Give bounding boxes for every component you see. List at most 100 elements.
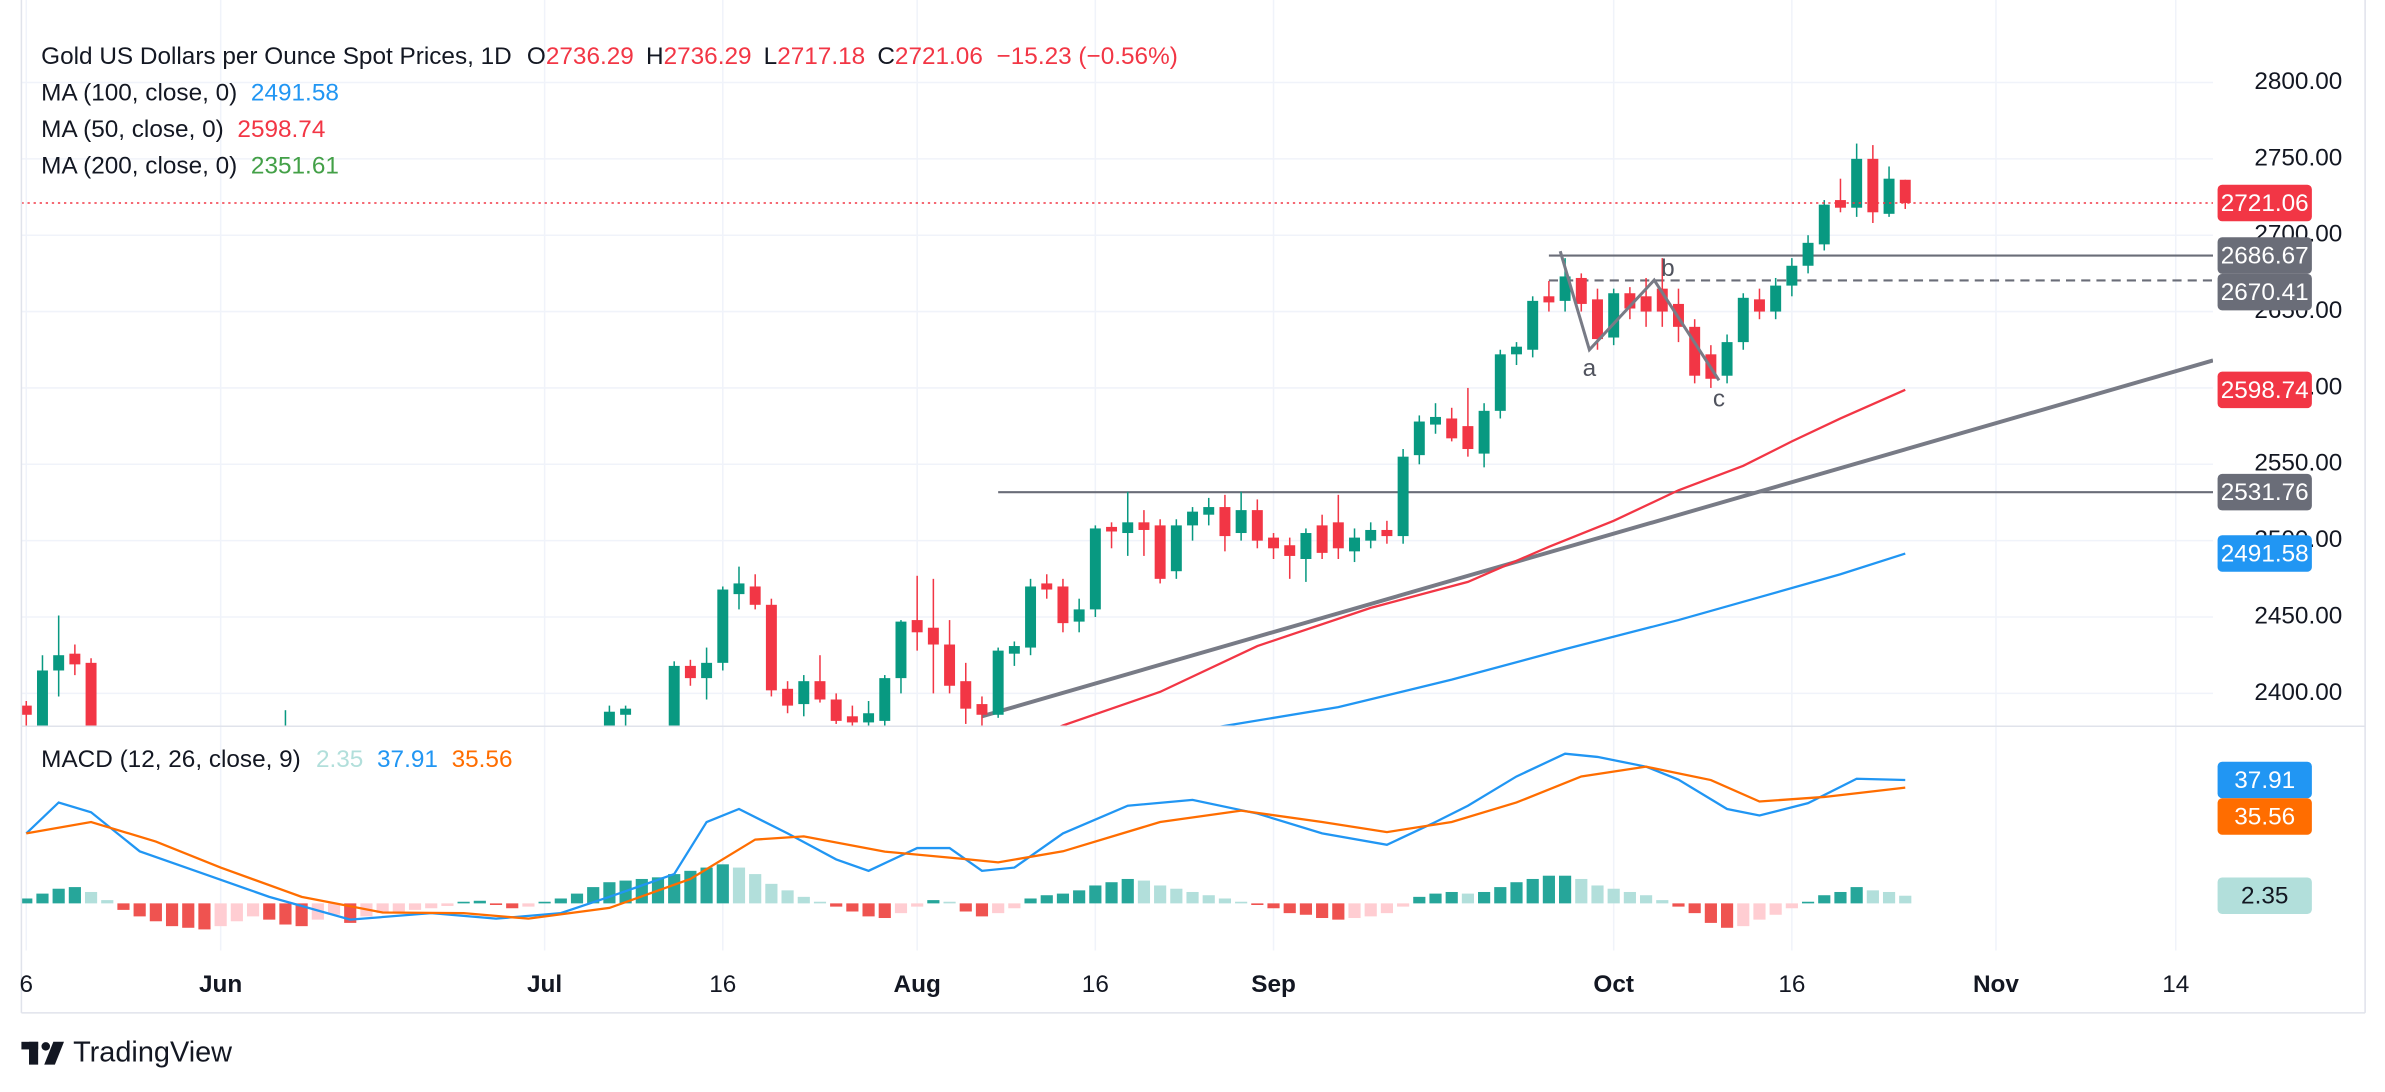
legend-text: MA (200, close, 0) [41, 153, 237, 180]
histogram-bar [1445, 891, 1458, 904]
histogram-bar [230, 903, 243, 922]
y-tick-label: 2550.00 [2254, 450, 2342, 477]
candle-body [1559, 276, 1571, 301]
histogram-bar [198, 903, 211, 930]
candle-body [1753, 299, 1765, 312]
histogram-bar [1316, 903, 1329, 919]
histogram-bar [1640, 895, 1653, 904]
candle-body [1511, 346, 1522, 355]
logo-part [41, 1042, 51, 1051]
y-tick-label: 2450.00 [2254, 602, 2342, 629]
legend-text: O [527, 43, 546, 70]
histogram-bar [716, 864, 729, 904]
legend-text: 2721.06 [895, 43, 983, 70]
candle-body [85, 662, 97, 726]
candle-body [717, 589, 729, 663]
candle-body [1397, 456, 1409, 537]
price-badge-label: 2598.74 [2221, 377, 2309, 404]
candle-body [782, 688, 794, 706]
histogram-bar [1785, 903, 1798, 909]
histogram-bar [603, 882, 616, 904]
histogram-bar [1461, 893, 1474, 904]
candle-body [895, 621, 907, 679]
histogram-bar [1542, 875, 1555, 904]
legend-text: 2717.18 [777, 43, 865, 70]
candle-body [1592, 299, 1603, 340]
candle-body [1899, 179, 1911, 204]
histogram-bar [1850, 887, 1863, 904]
histogram-bar [700, 867, 713, 904]
candle-body [1721, 342, 1733, 376]
price-badge-label: 2721.06 [2221, 190, 2309, 217]
macd-line [26, 765, 1906, 920]
candle-body [1268, 537, 1280, 549]
x-tick-label: 16 [709, 971, 736, 998]
histogram-bar [1494, 887, 1507, 904]
price-badge [2217, 877, 2312, 914]
candle-body [1543, 296, 1555, 303]
candle-body [1802, 242, 1814, 266]
candle-body [992, 650, 1004, 715]
histogram-bar [279, 903, 292, 925]
histogram-bar [862, 903, 875, 917]
candle-body [976, 704, 988, 715]
candle-body [1122, 522, 1134, 534]
moving-average [1220, 552, 1906, 726]
histogram-bar [538, 901, 551, 904]
legend-text: 35.56 [452, 746, 513, 773]
candle-body [1365, 529, 1377, 541]
histogram-bar [1623, 891, 1636, 904]
candle-body [1527, 300, 1539, 350]
histogram-bar [1737, 903, 1750, 927]
histogram-bar [1818, 895, 1831, 904]
candle-body [1349, 537, 1360, 552]
candle-body [1235, 510, 1247, 534]
histogram-bar [911, 903, 924, 907]
histogram-bar [149, 903, 162, 922]
candle-body [765, 604, 777, 691]
histogram-bar [1413, 896, 1426, 904]
candle-body [1770, 285, 1782, 312]
wave-label: c [1713, 385, 1725, 412]
candle-body [814, 681, 826, 700]
histogram-bar [84, 891, 98, 904]
x-tick-label: 6 [20, 971, 34, 998]
candle-body [684, 665, 696, 679]
histogram-bar [1251, 903, 1264, 905]
price-badge-label: 35.56 [2234, 803, 2295, 830]
logo-part [44, 1041, 64, 1065]
candle-body [1494, 354, 1506, 411]
histogram-bar [1186, 891, 1199, 904]
histogram-bar [668, 874, 681, 904]
histogram-bar [1591, 885, 1604, 904]
histogram-bar [489, 903, 503, 905]
histogram-bar [1056, 893, 1070, 904]
price-badge [2217, 273, 2312, 311]
candle-body [1851, 158, 1863, 208]
macd-line [25, 752, 1906, 921]
histogram-bar [133, 903, 146, 917]
legend-text: 2491.58 [251, 80, 339, 107]
histogram-bar [522, 903, 535, 907]
candle-body [846, 716, 858, 723]
histogram-bar [1478, 891, 1491, 904]
histogram-bar [797, 896, 810, 904]
grid [21, 0, 2214, 951]
x-tick-label: Sep [1251, 971, 1296, 998]
y-tick-label: 2400.00 [2254, 679, 2342, 706]
histogram-bar [165, 903, 179, 927]
candle-body [749, 586, 761, 605]
histogram-bar [1575, 878, 1588, 904]
candle-body [1073, 609, 1085, 622]
price-badge-label: 2531.76 [2221, 479, 2309, 506]
candle-body [1284, 545, 1296, 556]
candle-body [863, 713, 875, 723]
logo [21, 1041, 64, 1065]
histogram-bar [587, 887, 600, 904]
legend-text: 2598.74 [237, 116, 325, 143]
branding: TradingView [21, 1037, 232, 1069]
candle-body [1867, 158, 1879, 213]
histogram-bar [457, 901, 470, 904]
